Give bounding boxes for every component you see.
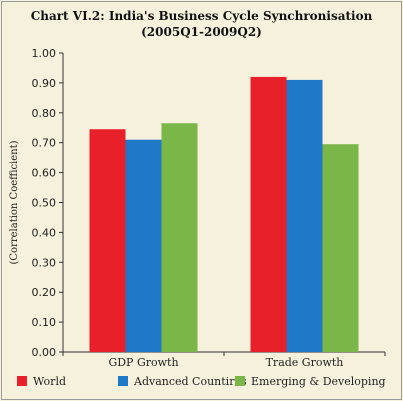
y-tick-label: 0.50 [32,197,57,210]
y-tick-label: 0.80 [32,107,57,120]
y-tick-label: 0.30 [32,256,57,269]
y-tick-label: 0.40 [32,226,57,239]
y-tick-label: 0.60 [32,167,57,180]
chart-title: Chart VI.2: India's Business Cycle Synch… [30,9,373,23]
y-tick-label: 0.90 [32,77,57,90]
y-tick-label: 0.70 [32,137,57,150]
y-tick-label: 0.00 [32,346,57,359]
chart-subtitle: (2005Q1-2009Q2) [141,25,262,39]
bar-advanced-countires-trade-growth [286,79,323,352]
bar-emerging-developing-trade-growth [322,144,359,352]
legend-swatch [118,376,128,386]
y-tick-label: 0.10 [32,316,57,329]
legend-label: World [33,375,66,388]
x-category-label: GDP Growth [108,356,178,369]
legend-swatch [17,376,27,386]
legend-label: Emerging & Developing [251,375,386,388]
bar-world-trade-growth [250,76,287,353]
legend-swatch [235,376,245,386]
x-category-label: Trade Growth [266,356,344,369]
bar-emerging-developing-gdp-growth [161,123,198,352]
bar-world-gdp-growth [89,129,126,352]
y-axis-label: (Correlation Coefficient) [9,140,20,264]
y-tick-label: 1.00 [32,47,57,60]
y-tick-label: 0.20 [32,286,57,299]
bar-advanced-countires-gdp-growth [125,139,162,352]
legend-label: Advanced Countires [133,375,247,388]
